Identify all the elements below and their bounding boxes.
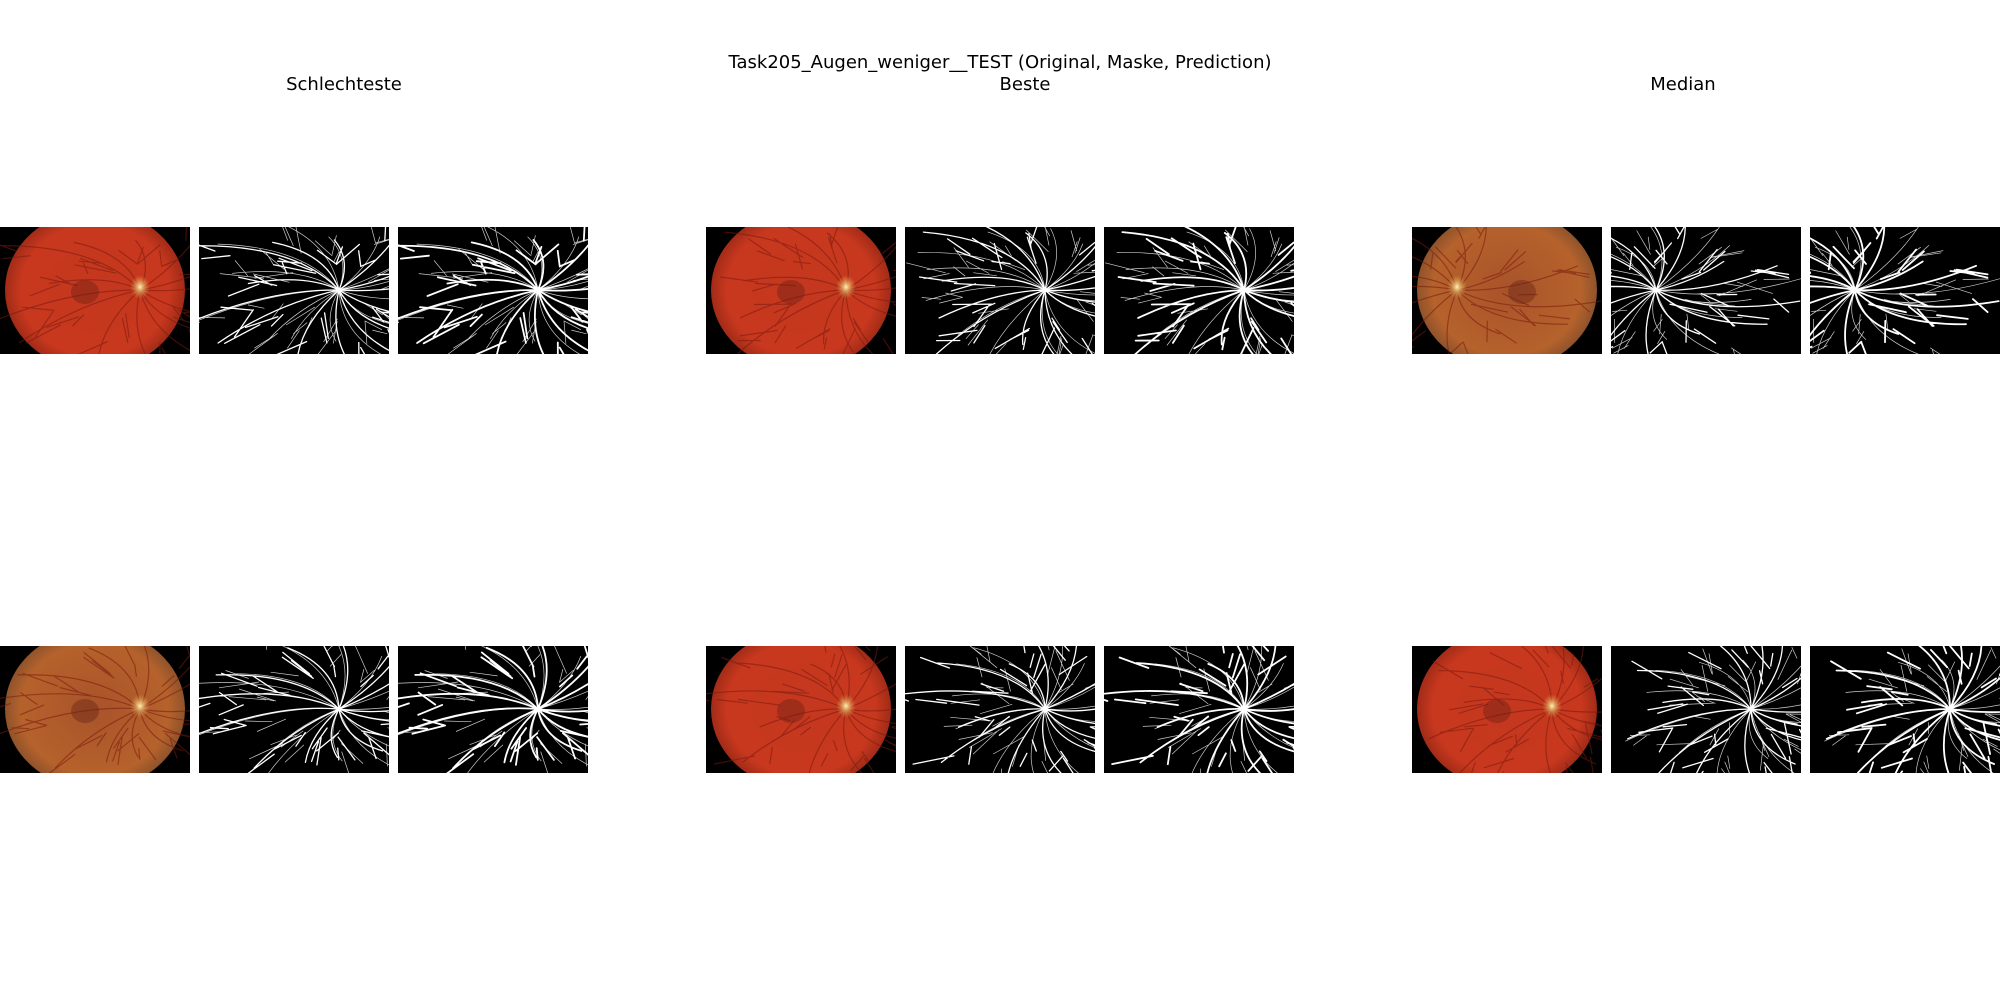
- fine-vessels: [943, 646, 1095, 773]
- median-row2-original-image: [1412, 646, 1602, 773]
- vessel-segmentation: [905, 646, 1095, 773]
- fine-vessels: [1142, 646, 1294, 773]
- fine-vessels: [199, 646, 389, 773]
- macula: [1483, 699, 1511, 723]
- fine-vessels: [1105, 227, 1294, 354]
- vessel-segmentation: [398, 646, 588, 773]
- fine-vessels: [199, 227, 389, 354]
- median-row2-mask-image: [1611, 646, 1801, 773]
- worst-row1-prediction-image: [398, 227, 588, 354]
- fine-vessels: [1625, 646, 1801, 773]
- fine-vessels: [398, 227, 588, 354]
- best-row2-prediction-image: [1104, 646, 1294, 773]
- vessel-segmentation: [1117, 227, 1294, 354]
- optic-disc: [1447, 275, 1467, 299]
- macula: [71, 280, 99, 304]
- median-row1-mask-image: [1611, 227, 1801, 354]
- fundus: [711, 646, 891, 773]
- macula: [1508, 280, 1536, 304]
- macula: [777, 699, 805, 723]
- fine-vessels: [906, 227, 1095, 354]
- vessels: [1412, 227, 1601, 354]
- fundus: [5, 227, 185, 354]
- vessels: [1428, 646, 1602, 773]
- optic-disc: [836, 275, 856, 299]
- best-row2-original-image: [706, 646, 896, 773]
- vessel-segmentation: [918, 227, 1095, 354]
- fine-vessels: [1810, 227, 2000, 354]
- vessels: [720, 227, 896, 354]
- optic-disc: [130, 694, 150, 718]
- optic-disc: [130, 275, 150, 299]
- fine-vessels: [398, 646, 588, 773]
- column-title-median: Median: [1650, 74, 1716, 95]
- vessels: [0, 646, 190, 773]
- median-row2-prediction-image: [1810, 646, 2000, 773]
- vessel-segmentation: [398, 227, 588, 354]
- best-row1-prediction-image: [1104, 227, 1294, 354]
- best-row1-mask-image: [905, 227, 1095, 354]
- figure-suptitle: Task205_Augen_weniger__TEST (Original, M…: [728, 52, 1272, 73]
- optic-disc: [1542, 694, 1562, 718]
- vessel-segmentation: [199, 227, 389, 354]
- fundus: [1417, 227, 1597, 354]
- worst-row2-prediction-image: [398, 646, 588, 773]
- column-title-worst: Schlechteste: [286, 74, 402, 95]
- worst-row2-original-image: [0, 646, 190, 773]
- vessel-segmentation: [1611, 227, 1801, 354]
- worst-row1-mask-image: [199, 227, 389, 354]
- vessel-segmentation: [1810, 227, 2000, 354]
- vessel-segmentation: [1104, 646, 1294, 773]
- median-row1-original-image: [1412, 227, 1602, 354]
- vessels: [706, 646, 896, 773]
- fine-vessels: [1824, 646, 2000, 773]
- worst-row1-original-image: [0, 227, 190, 354]
- vessel-segmentation: [199, 646, 389, 773]
- column-title-best: Beste: [999, 74, 1051, 95]
- worst-row2-mask-image: [199, 646, 389, 773]
- best-row2-mask-image: [905, 646, 1095, 773]
- vessels: [0, 227, 190, 354]
- vessel-segmentation: [1627, 646, 1801, 773]
- optic-disc: [836, 694, 856, 718]
- median-row1-prediction-image: [1810, 227, 2000, 354]
- fine-vessels: [1611, 227, 1801, 354]
- vessel-segmentation: [1825, 646, 2000, 773]
- macula: [777, 280, 805, 304]
- best-row1-original-image: [706, 227, 896, 354]
